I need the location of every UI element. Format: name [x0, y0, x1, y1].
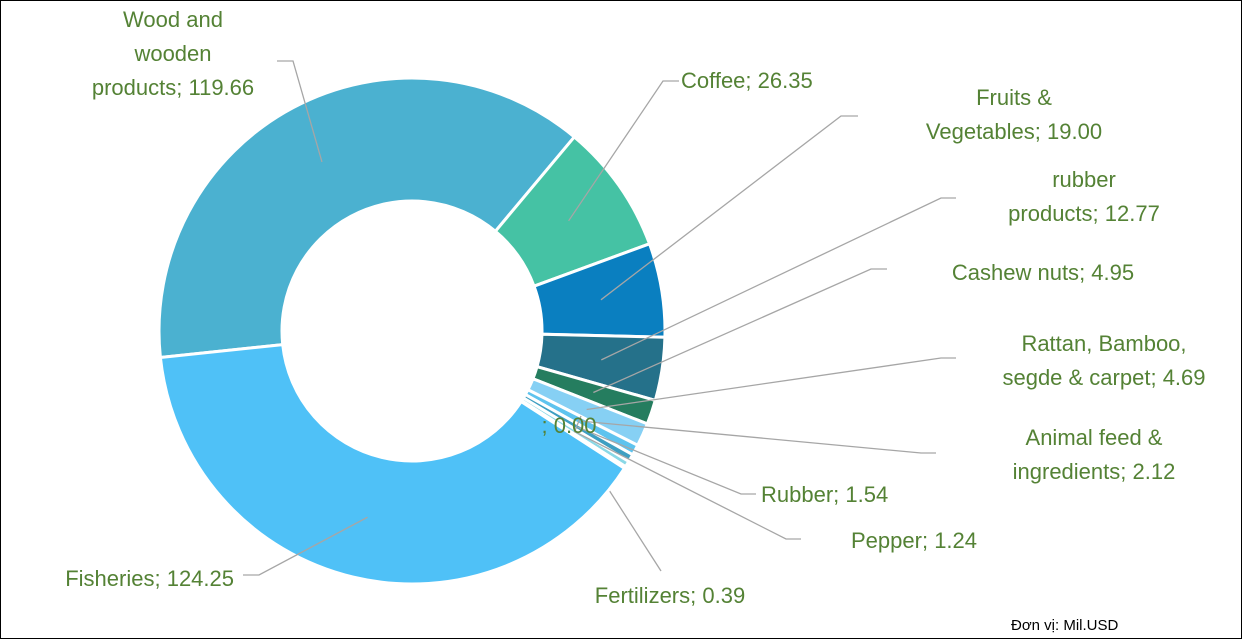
label-category: Rubber [761, 482, 834, 507]
label-value-group: ; 124.25 [154, 566, 234, 591]
data-label: Rubber; 1.54 [761, 478, 888, 512]
data-label: Coffee; 26.35 [681, 64, 813, 98]
data-label: Rattan, Bamboo, segde & carpet; 4.69 [999, 327, 1209, 395]
data-label: Fertilizers; 0.39 [595, 579, 745, 613]
label-value-group: ; 1.24 [922, 528, 977, 553]
label-value-group: ; 0.39 [690, 583, 745, 608]
label-category: Wood and wooden products [91, 7, 223, 100]
label-separator: ; [1092, 201, 1105, 226]
label-value: 19.00 [1047, 119, 1103, 144]
label-category: Fisheries [65, 566, 155, 591]
donut-slice [157, 76, 577, 360]
label-value-group: ; 1.54 [833, 482, 888, 507]
label-value-group: ; 2.12 [1120, 459, 1175, 484]
leader-line [600, 115, 858, 301]
label-separator: ; [745, 68, 758, 93]
donut-slice [158, 342, 627, 586]
label-value: 0.00 [553, 413, 597, 438]
data-label: Cashew nuts; 4.95 [952, 256, 1134, 290]
label-value: 2.12 [1132, 459, 1176, 484]
label-separator: ; [176, 75, 189, 100]
label-separator: ; [154, 566, 167, 591]
label-separator: ; [1120, 459, 1133, 484]
label-separator: ; [921, 528, 935, 553]
label-category: Pepper [851, 528, 922, 553]
unit-note: Đơn vị: Mil.USD [1011, 617, 1119, 634]
data-label: rubber products; 12.77 [984, 163, 1184, 231]
label-value: 119.66 [188, 75, 255, 100]
leader-line [577, 426, 756, 495]
label-category: rubber products [1008, 167, 1116, 226]
leader-line [601, 197, 956, 361]
label-value: 1.54 [845, 482, 889, 507]
label-value: 124.25 [166, 566, 234, 591]
leader-line [580, 420, 936, 454]
label-value-group: ; 19.00 [1035, 119, 1102, 144]
label-category: Coffee [681, 68, 746, 93]
data-label: Fisheries; 124.25 [65, 562, 234, 596]
label-value: 4.95 [1091, 260, 1135, 285]
leader-line [586, 357, 956, 411]
label-separator: ; [690, 583, 703, 608]
leader-line [593, 268, 887, 394]
label-value: 4.69 [1162, 365, 1206, 390]
data-label: Wood and wooden products; 119.66 [86, 3, 261, 105]
label-value: 12.77 [1104, 201, 1160, 226]
label-value-group: ; 119.66 [176, 75, 254, 100]
label-value: 1.24 [934, 528, 978, 553]
label-separator: ; [541, 413, 554, 438]
label-value-group: ; 12.77 [1093, 201, 1160, 226]
label-value-group: ; 0.00 [541, 413, 596, 438]
data-label: Fruits & Vegetables; 19.00 [902, 81, 1127, 149]
label-category: Animal feed & ingredients [1012, 425, 1163, 484]
label-category: Fruits & Vegetables [925, 85, 1052, 144]
label-value-group: ; 4.69 [1150, 365, 1205, 390]
leader-line [277, 60, 323, 163]
label-separator: ; [1079, 260, 1092, 285]
label-category: Cashew nuts [951, 260, 1080, 285]
data-label: Pepper; 1.24 [851, 524, 977, 558]
label-category: Fertilizers [594, 583, 691, 608]
leader-line [243, 516, 368, 576]
data-label: Animal feed & ingredients; 2.12 [1007, 421, 1182, 489]
leader-line [573, 415, 582, 434]
label-separator: ; [833, 482, 846, 507]
data-label: ; 0.00 [541, 409, 596, 443]
leader-line [574, 431, 801, 540]
label-separator: ; [1034, 119, 1048, 144]
label-category: Rattan, Bamboo, segde & carpet [1002, 331, 1187, 390]
label-value-group: ; 4.95 [1079, 260, 1134, 285]
label-separator: ; [1150, 365, 1163, 390]
label-value: 26.35 [757, 68, 813, 93]
label-value-group: ; 26.35 [745, 68, 812, 93]
leader-line [568, 80, 679, 222]
label-value: 0.39 [702, 583, 746, 608]
